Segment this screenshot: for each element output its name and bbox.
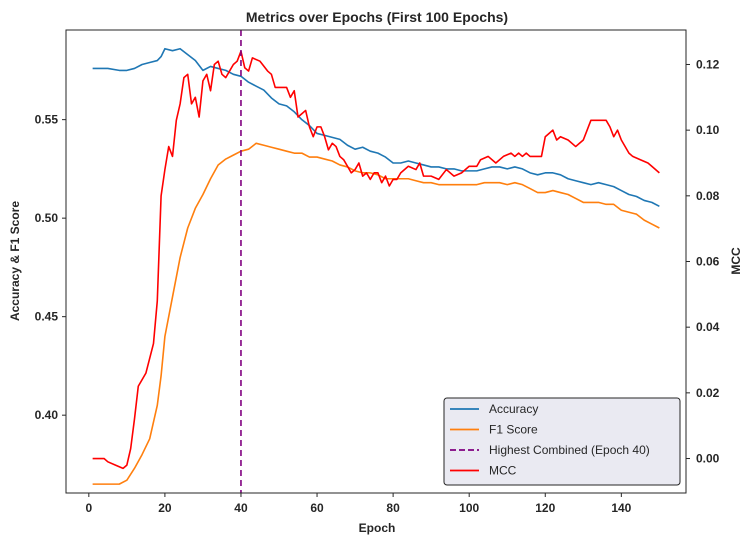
right-y-tick-label: 0.10 [696,123,720,137]
legend-label: F1 Score [489,423,538,437]
x-tick-label: 100 [459,501,479,515]
x-tick-label: 40 [234,501,248,515]
right-y-tick-label: 0.12 [696,57,720,71]
left-y-tick-label: 0.50 [35,211,59,225]
x-tick-label: 80 [386,501,400,515]
x-tick-label: 140 [611,501,631,515]
left-y-axis-label: Accuracy & F1 Score [8,201,22,321]
right-y-tick-label: 0.04 [696,320,720,334]
right-y-tick-label: 0.00 [696,452,720,466]
x-tick-label: 0 [85,501,92,515]
left-y-tick-label: 0.55 [35,113,59,127]
legend-label: Highest Combined (Epoch 40) [489,443,650,457]
right-y-axis-label: MCC [729,247,743,275]
x-tick-label: 20 [158,501,172,515]
legend: Accuracy F1 Score Highest Combined (Epoch … [443,397,681,486]
left-y-tick-label: 0.40 [35,408,59,422]
series-line-accuracy [92,47,660,208]
x-tick-label: 60 [310,501,324,515]
legend-label: MCC [489,464,517,478]
x-axis-label: Epoch [359,521,396,535]
series-line-mcc [92,50,660,470]
legend-box [443,397,681,486]
right-y-tick-label: 0.02 [696,386,720,400]
left-y-tick-label: 0.45 [35,310,59,324]
right-y-tick-label: 0.08 [696,189,720,203]
chart-title: Metrics over Epochs (First 100 Epochs) [246,9,508,25]
right-y-tick-label: 0.06 [696,255,720,269]
legend-label: Accuracy [489,402,538,416]
x-tick-label: 120 [535,501,555,515]
